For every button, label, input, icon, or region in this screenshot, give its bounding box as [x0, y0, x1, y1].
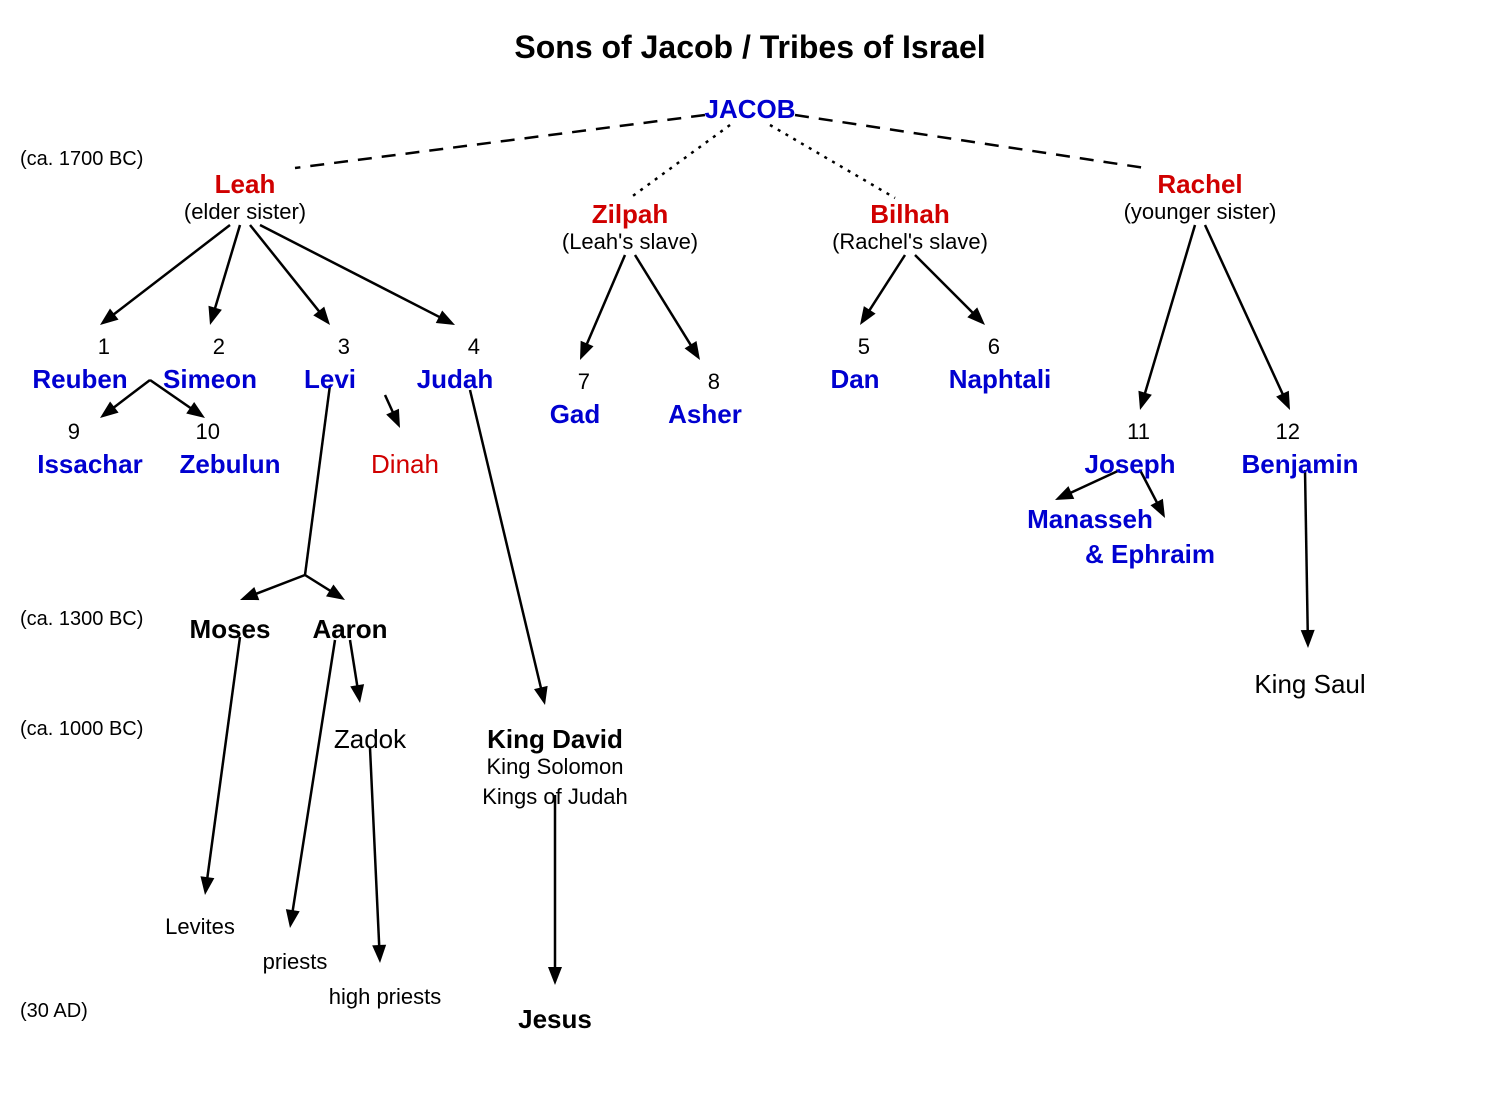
- node-zilpah: Zilpah: [592, 200, 669, 229]
- node-n4: 4: [468, 335, 480, 359]
- edge-line: [584, 255, 625, 350]
- edge-line: [370, 748, 379, 952]
- edge-arrowhead: [240, 587, 259, 600]
- edge-arrowhead: [186, 402, 205, 418]
- node-highpriests: high priests: [329, 985, 442, 1009]
- node-zilpah_sub: (Leah's slave): [562, 230, 698, 254]
- edge-arrowhead: [1276, 391, 1290, 410]
- edge-line: [470, 390, 542, 694]
- edge-line: [292, 640, 335, 917]
- node-benjamin: Benjamin: [1241, 450, 1358, 479]
- node-n12: 12: [1276, 420, 1300, 444]
- edge-line: [866, 255, 905, 316]
- timeline-label: (30 AD): [20, 1000, 88, 1022]
- node-moses: Moses: [190, 615, 271, 644]
- edge-line: [295, 115, 705, 168]
- edge-arrowhead: [286, 909, 300, 928]
- edge-line: [213, 225, 240, 315]
- node-n3: 3: [338, 335, 350, 359]
- edge-line: [795, 115, 1145, 168]
- node-jacob: JACOB: [704, 95, 795, 124]
- edge-arrowhead: [548, 967, 562, 985]
- node-n9: 9: [68, 420, 80, 444]
- node-leah: Leah: [215, 170, 276, 199]
- edge-arrowhead: [350, 684, 364, 703]
- edge-arrowhead: [100, 402, 119, 418]
- node-bilhah_sub: (Rachel's slave): [832, 230, 988, 254]
- edge-arrowhead: [313, 307, 330, 325]
- node-n7: 7: [578, 370, 590, 394]
- node-jesus: Jesus: [518, 1005, 592, 1034]
- edge-arrowhead: [685, 341, 700, 360]
- edge-line: [770, 125, 895, 198]
- node-asher: Asher: [668, 400, 742, 429]
- node-manasseh: Manasseh: [1027, 505, 1153, 534]
- edge-line: [1205, 225, 1285, 400]
- node-n2: 2: [213, 335, 225, 359]
- node-aaron: Aaron: [312, 615, 387, 644]
- node-judah: Judah: [417, 365, 494, 394]
- edge-arrowhead: [1055, 486, 1074, 500]
- node-leah_sub: (elder sister): [184, 200, 306, 224]
- edge-arrowhead: [534, 686, 548, 705]
- node-n8: 8: [708, 370, 720, 394]
- edge-arrowhead: [100, 308, 119, 325]
- node-saul: King Saul: [1254, 670, 1365, 699]
- node-n5: 5: [858, 335, 870, 359]
- node-priests: priests: [263, 950, 328, 974]
- node-levites: Levites: [165, 915, 235, 939]
- diagram-stage: Sons of Jacob / Tribes of Israel (ca. 170…: [0, 0, 1501, 1093]
- timeline-label: (ca. 1700 BC): [20, 148, 143, 170]
- node-naphtali: Naphtali: [949, 365, 1052, 394]
- edge-arrowhead: [326, 585, 345, 600]
- node-zadok: Zadok: [334, 725, 406, 754]
- edge-arrowhead: [386, 409, 400, 428]
- edge-line: [1143, 225, 1195, 400]
- edge-arrowhead: [1138, 391, 1151, 410]
- edge-arrowhead: [200, 876, 214, 895]
- node-reuben: Reuben: [32, 365, 127, 394]
- node-kjudah: Kings of Judah: [482, 785, 628, 809]
- node-n6: 6: [988, 335, 1000, 359]
- timeline-label: (ca. 1300 BC): [20, 608, 143, 630]
- timeline-label: (ca. 1000 BC): [20, 718, 143, 740]
- node-rachel: Rachel: [1157, 170, 1242, 199]
- node-n11: 11: [1127, 420, 1150, 444]
- edge-arrowhead: [372, 945, 386, 963]
- node-gad: Gad: [550, 400, 601, 429]
- node-rachel_sub: (younger sister): [1124, 200, 1277, 224]
- edge-arrowhead: [860, 306, 876, 325]
- node-joseph: Joseph: [1084, 450, 1175, 479]
- edge-arrowhead: [580, 341, 594, 360]
- node-levi: Levi: [304, 365, 356, 394]
- edge-arrowhead: [1301, 630, 1315, 648]
- edge-line: [305, 385, 330, 575]
- edge-line: [250, 575, 305, 596]
- diagram-title: Sons of Jacob / Tribes of Israel: [514, 30, 985, 65]
- node-bilhah: Bilhah: [870, 200, 949, 229]
- node-dan: Dan: [830, 365, 879, 394]
- node-issachar: Issachar: [37, 450, 143, 479]
- node-n1: 1: [98, 335, 110, 359]
- node-ksolomon: King Solomon: [487, 755, 624, 779]
- node-n10: 10: [196, 420, 220, 444]
- edge-line: [206, 637, 240, 884]
- edge-line: [630, 125, 730, 198]
- edge-line: [109, 225, 230, 318]
- edge-line: [1305, 470, 1308, 637]
- node-zebulun: Zebulun: [179, 450, 280, 479]
- node-dinah: Dinah: [371, 450, 439, 479]
- edge-line: [635, 255, 694, 351]
- edge-arrowhead: [208, 306, 221, 325]
- node-ephraim: & Ephraim: [1085, 540, 1215, 569]
- node-simeon: Simeon: [163, 365, 257, 394]
- edge-arrowhead: [436, 311, 455, 325]
- edge-line: [350, 640, 358, 692]
- edge-line: [915, 255, 977, 317]
- node-kdavid: King David: [487, 725, 623, 754]
